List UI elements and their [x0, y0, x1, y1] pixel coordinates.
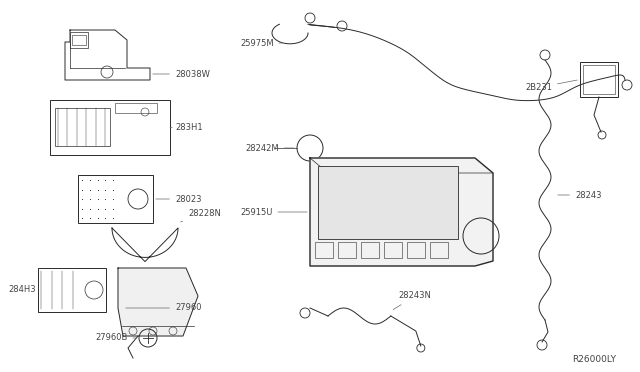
Bar — [583, 65, 615, 94]
Text: 27960: 27960 — [126, 304, 202, 312]
Bar — [70, 32, 88, 48]
Text: 28228N: 28228N — [180, 208, 221, 222]
Polygon shape — [118, 268, 198, 336]
Text: 28242M: 28242M — [245, 144, 294, 153]
Text: R26000LY: R26000LY — [572, 356, 616, 365]
Bar — [361, 242, 379, 258]
Bar — [315, 242, 333, 258]
Text: 28038W: 28038W — [153, 70, 210, 78]
Bar — [55, 108, 110, 146]
Text: 28243: 28243 — [558, 190, 602, 199]
Bar — [115, 103, 157, 113]
Text: 25915U: 25915U — [240, 208, 307, 217]
Text: 25975M: 25975M — [240, 38, 282, 48]
Bar — [50, 100, 170, 155]
Bar — [78, 175, 153, 223]
Bar — [38, 268, 106, 312]
Bar — [407, 242, 425, 258]
Bar — [338, 242, 356, 258]
Text: 28023: 28023 — [156, 195, 202, 203]
Polygon shape — [310, 158, 493, 266]
Bar — [384, 242, 402, 258]
Text: 284H3: 284H3 — [8, 285, 36, 295]
Text: 28243N: 28243N — [393, 292, 432, 310]
Bar — [580, 62, 618, 97]
Bar — [430, 242, 448, 258]
Text: 283H1: 283H1 — [170, 123, 203, 132]
Bar — [318, 166, 458, 239]
Text: 27960B: 27960B — [95, 334, 136, 343]
Text: 2B231: 2B231 — [525, 80, 577, 92]
Bar — [72, 35, 86, 45]
